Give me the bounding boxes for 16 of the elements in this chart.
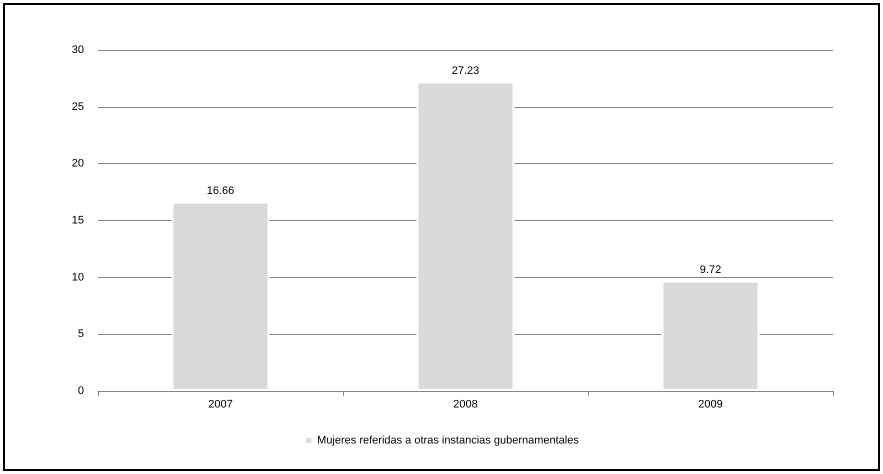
y-tick-label: 20	[72, 158, 84, 170]
y-tick-label: 10	[72, 271, 84, 284]
y-tick-label: 5	[78, 328, 84, 340]
data-label: 9.72	[700, 264, 722, 276]
y-tick-label: 0	[78, 385, 84, 397]
y-tick-label: 15	[72, 214, 84, 226]
bar	[662, 280, 760, 391]
data-label: 16.66	[206, 185, 234, 198]
data-label: 27.23	[452, 64, 480, 77]
y-tick-label: 30	[72, 44, 84, 56]
legend-label: Mujeres referidas a otras instancias gubernamentales	[317, 434, 580, 446]
y-tick-label: 25	[72, 100, 84, 113]
x-tick-label: 2007	[208, 398, 233, 410]
x-tick-label: 2009	[698, 398, 723, 410]
x-tick-label: 2008	[453, 398, 478, 410]
bar	[172, 202, 270, 391]
